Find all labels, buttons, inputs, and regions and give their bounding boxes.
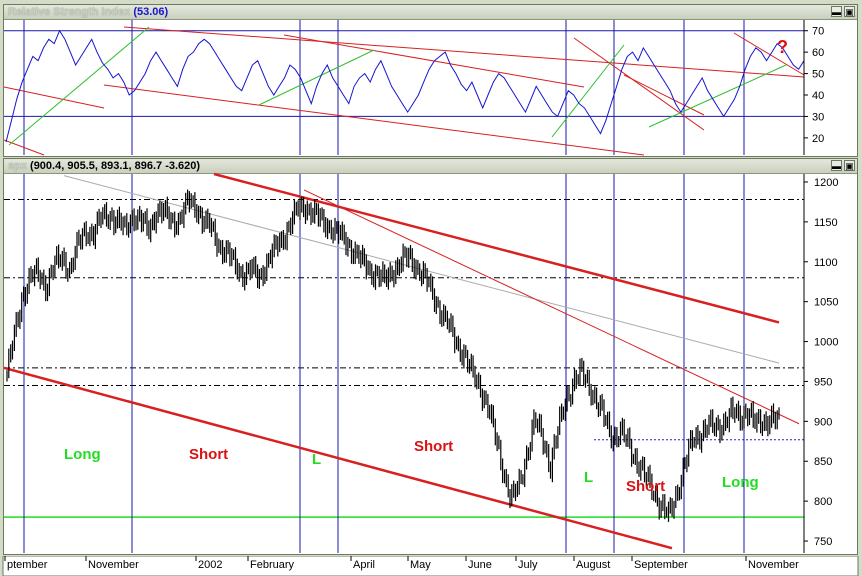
price-lower-channel [4, 366, 673, 550]
maximize-icon[interactable]: ▣ [844, 6, 855, 17]
rsi-title: Relative Strength Index (53.06) [8, 6, 168, 18]
rsi-panel: Relative Strength Index (53.06) ▬ ▣ ? 20 3… [3, 4, 858, 157]
price-title-bar: spx (900.4, 905.5, 893.1, 896.7 -3.620) … [4, 159, 857, 174]
price-annotation-5: Short [626, 478, 665, 495]
rsi-question-mark: ? [777, 37, 788, 57]
x-tick-label-9: September [634, 559, 688, 571]
price-tick-label-1000: 1000 [814, 337, 838, 349]
rsi-plot-area [4, 20, 804, 155]
price-ohlc: (900.4, 905.5, 893.1, 896.7 -3.620) [30, 160, 201, 172]
rsi-tick-label-40: 40 [812, 90, 824, 102]
price-chart: Long Short L Short L Short Long 750 800 850 900 950… [4, 172, 857, 553]
rsi-tick-label-60: 60 [812, 47, 824, 59]
x-tick-label-10: November [748, 559, 799, 571]
price-upper-channel [213, 172, 780, 324]
price-annotation-4: L [584, 469, 593, 486]
minimize-icon[interactable]: ▬ [831, 160, 842, 171]
price-tick-label-900: 900 [814, 416, 832, 428]
rsi-red-trendline-5 [4, 139, 45, 156]
x-tick-label-1: November [88, 559, 139, 571]
price-tick-label-1050: 1050 [814, 297, 838, 309]
price-tick-label-800: 800 [814, 496, 832, 508]
price-axis-bg [804, 174, 857, 553]
rsi-title-bar: Relative Strength Index (53.06) ▬ ▣ [4, 5, 857, 20]
rsi-red-trendline-3 [103, 84, 645, 156]
rsi-red-trendline-0 [123, 26, 805, 78]
price-annotation-1: Short [189, 446, 228, 463]
price-symbol: spx [8, 160, 27, 172]
x-axis-bg [2, 556, 859, 576]
maximize-icon[interactable]: ▣ [844, 160, 855, 171]
x-tick-label-3: February [250, 559, 295, 571]
rsi-green-trendline-0 [8, 26, 150, 146]
x-tick-label-7: July [518, 559, 538, 571]
rsi-red-trendline-7 [733, 32, 805, 76]
rsi-series-line [5, 29, 805, 143]
x-axis: ptember November 2002 February April May June J… [2, 556, 859, 576]
rsi-title-text: Relative Strength Index [8, 6, 131, 18]
price-panel: spx (900.4, 905.5, 893.1, 896.7 -3.620) … [3, 158, 858, 555]
price-annotation-0: Long [64, 446, 101, 463]
rsi-green-trendline-3 [648, 64, 787, 128]
rsi-tick-label-70: 70 [812, 26, 824, 38]
x-tick-label-0: ptember [7, 559, 48, 571]
price-tick-label-950: 950 [814, 376, 832, 388]
price-tick-label-850: 850 [814, 456, 832, 468]
rsi-tick-label-50: 50 [812, 69, 824, 81]
x-tick-label-4: April [353, 559, 375, 571]
rsi-chart: ? 20 30 40 50 60 70 [4, 20, 857, 156]
x-tick-label-6: June [468, 559, 492, 571]
rsi-red-trendline-1 [4, 86, 105, 109]
price-thin-red-trendline [303, 189, 800, 425]
rsi-axis-bg [804, 20, 857, 155]
rsi-tick-label-20: 20 [812, 133, 824, 145]
price-bars [6, 189, 780, 522]
price-tick-label-750: 750 [814, 536, 832, 548]
rsi-red-trendline-4 [573, 37, 705, 131]
price-gray-trendline [63, 175, 780, 364]
price-annotation-2: L [312, 451, 321, 468]
x-tick-label-5: May [410, 559, 431, 571]
price-tick-label-1200: 1200 [814, 177, 838, 189]
price-annotation-6: Long [722, 474, 759, 491]
rsi-green-trendline-1 [258, 49, 375, 106]
x-tick-label-2: 2002 [198, 559, 222, 571]
price-annotation-3: Short [414, 438, 453, 455]
price-tick-label-1100: 1100 [814, 257, 838, 269]
rsi-tick-label-30: 30 [812, 111, 824, 123]
x-tick-label-8: August [576, 559, 610, 571]
price-tick-label-1150: 1150 [814, 217, 838, 229]
rsi-value: (53.06) [133, 6, 169, 18]
minimize-icon[interactable]: ▬ [831, 6, 842, 17]
rsi-green-trendline-2 [551, 44, 625, 138]
price-title: spx (900.4, 905.5, 893.1, 896.7 -3.620) [8, 160, 200, 172]
